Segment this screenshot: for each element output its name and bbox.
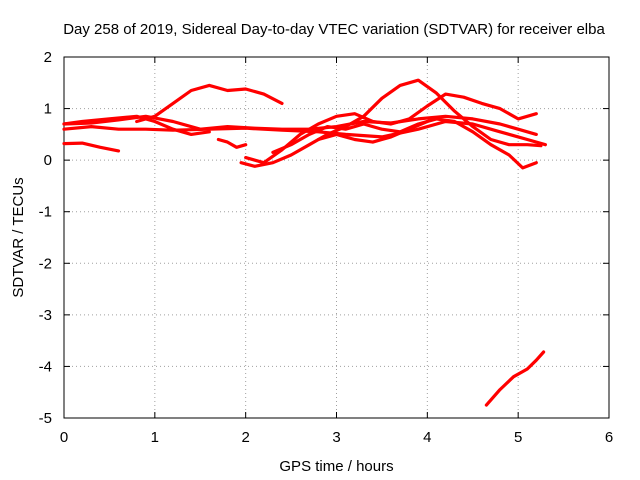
x-tick-label: 0	[60, 429, 68, 446]
y-tick-label: -1	[39, 204, 52, 221]
series-line-trace-7	[239, 78, 543, 168]
y-tick-label: -4	[39, 358, 52, 375]
y-tick-label: 0	[44, 152, 52, 169]
series-line-trace-4	[135, 83, 284, 124]
grid-layer	[64, 57, 609, 418]
y-tick-label: 2	[44, 49, 52, 66]
chart-title: Day 258 of 2019, Sidereal Day-to-day VTE…	[63, 21, 605, 38]
ticks-layer: 0 1 2 3 4 5 6 2 1 0 -1 -2 -3 -4 -5	[39, 49, 614, 446]
y-axis-title: SDTVAR / TECUs	[10, 177, 27, 297]
x-tick-label: 2	[241, 429, 249, 446]
series-line-trace-10	[316, 119, 429, 144]
x-tick-label: 6	[605, 429, 613, 446]
series-line-trace-5	[62, 114, 211, 136]
series-line-trace-6	[216, 137, 248, 149]
series-line-trace-11	[484, 350, 546, 407]
y-tick-label: 1	[44, 101, 52, 118]
y-tick-label: -3	[39, 307, 52, 324]
x-tick-label: 5	[514, 429, 522, 446]
x-tick-label: 4	[423, 429, 431, 446]
series-layer	[62, 78, 548, 407]
series-line-trace-1	[62, 141, 121, 153]
x-axis-title: GPS time / hours	[279, 458, 393, 475]
x-tick-label: 3	[332, 429, 340, 446]
y-tick-label: -2	[39, 255, 52, 272]
x-tick-label: 1	[151, 429, 159, 446]
y-tick-label: -5	[39, 410, 52, 427]
series-line-trace-8	[244, 92, 538, 165]
